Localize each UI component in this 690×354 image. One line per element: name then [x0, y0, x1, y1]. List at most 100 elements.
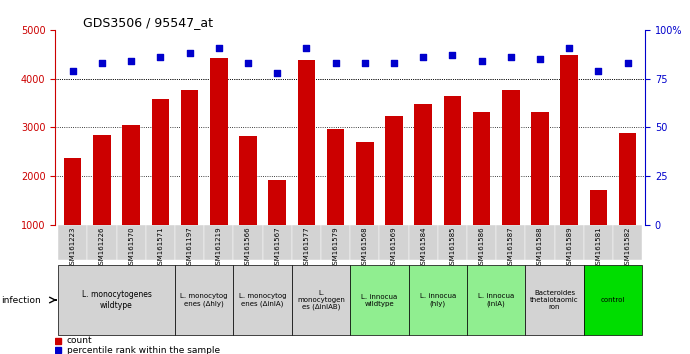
Bar [619, 133, 636, 225]
Text: L. monocytogenes
wildtype: L. monocytogenes wildtype [81, 290, 152, 310]
Bar [233, 265, 292, 335]
Bar [525, 265, 584, 335]
Bar [385, 116, 403, 225]
Point [505, 55, 516, 60]
Bar [321, 225, 350, 260]
Text: Bacteroides
thetaiotaomic
ron: Bacteroides thetaiotaomic ron [531, 290, 579, 310]
Point [593, 68, 604, 74]
Text: GSM161570: GSM161570 [128, 227, 134, 269]
Bar [531, 112, 549, 225]
Bar [88, 225, 117, 260]
Bar [175, 265, 233, 335]
Bar [408, 225, 437, 260]
Text: L. innocua
wildtype: L. innocua wildtype [362, 293, 397, 307]
Point [213, 45, 224, 50]
Text: L. innocua
(hly): L. innocua (hly) [420, 293, 456, 307]
Bar [233, 225, 263, 260]
Bar [292, 265, 351, 335]
Bar [590, 190, 607, 225]
Text: GSM161584: GSM161584 [420, 227, 426, 269]
Bar [268, 179, 286, 225]
Bar [356, 142, 373, 225]
Bar [58, 265, 175, 335]
Text: L. monocytog
enes (ΔinlA): L. monocytog enes (ΔinlA) [239, 293, 286, 307]
Point [359, 60, 371, 66]
Bar [584, 265, 642, 335]
Point [330, 60, 341, 66]
Bar [117, 225, 146, 260]
Point [417, 55, 428, 60]
Text: GSM161577: GSM161577 [304, 227, 309, 269]
Text: control: control [601, 297, 625, 303]
Bar [502, 90, 520, 225]
Text: count: count [67, 336, 92, 345]
Text: GSM161571: GSM161571 [157, 227, 164, 269]
Bar [350, 265, 408, 335]
Text: GSM161579: GSM161579 [333, 227, 339, 269]
Point [301, 45, 312, 50]
Bar [93, 135, 110, 225]
Bar [210, 58, 228, 225]
Text: percentile rank within the sample: percentile rank within the sample [67, 346, 220, 354]
Bar [58, 225, 88, 260]
Bar [408, 265, 467, 335]
Point [564, 45, 575, 50]
Bar [64, 158, 81, 225]
Text: GSM161567: GSM161567 [274, 227, 280, 269]
Bar [175, 225, 204, 260]
Text: GSM161223: GSM161223 [70, 227, 76, 269]
Bar [444, 96, 461, 225]
Text: GSM161219: GSM161219 [216, 227, 221, 269]
Bar [473, 112, 491, 225]
Text: L.
monocytogen
es (ΔinlAB): L. monocytogen es (ΔinlAB) [297, 290, 345, 310]
Point [184, 51, 195, 56]
Bar [584, 225, 613, 260]
Bar [525, 225, 555, 260]
Bar [380, 225, 408, 260]
Text: GSM161587: GSM161587 [508, 227, 514, 269]
Bar [146, 225, 175, 260]
Bar [297, 60, 315, 225]
Text: GSM161569: GSM161569 [391, 227, 397, 269]
Bar [350, 225, 380, 260]
Point [476, 58, 487, 64]
Bar [496, 225, 525, 260]
Bar [292, 225, 321, 260]
Bar [263, 225, 292, 260]
Text: GSM161588: GSM161588 [537, 227, 543, 269]
Text: GSM161581: GSM161581 [595, 227, 602, 269]
Text: GSM161582: GSM161582 [624, 227, 631, 269]
Bar [467, 265, 525, 335]
Point [535, 56, 546, 62]
Bar [560, 55, 578, 225]
Bar [327, 130, 344, 225]
Bar [239, 136, 257, 225]
Point [447, 52, 458, 58]
Bar [415, 104, 432, 225]
Bar [152, 99, 169, 225]
Text: infection: infection [1, 296, 41, 304]
Text: GSM161568: GSM161568 [362, 227, 368, 269]
Text: L. innocua
(inlA): L. innocua (inlA) [478, 293, 514, 307]
Text: GSM161585: GSM161585 [449, 227, 455, 269]
Bar [181, 91, 198, 225]
Point [97, 60, 108, 66]
Bar [122, 126, 140, 225]
Point [272, 70, 283, 76]
Point [155, 55, 166, 60]
Point [67, 68, 78, 74]
Bar [467, 225, 496, 260]
Bar [204, 225, 233, 260]
Point [622, 60, 633, 66]
Text: GSM161566: GSM161566 [245, 227, 251, 269]
Text: GSM161226: GSM161226 [99, 227, 105, 269]
Text: GSM161197: GSM161197 [186, 227, 193, 269]
Text: GSM161589: GSM161589 [566, 227, 572, 269]
Bar [437, 225, 467, 260]
Point [242, 60, 253, 66]
Text: L. monocytog
enes (Δhly): L. monocytog enes (Δhly) [180, 293, 228, 307]
Text: GSM161586: GSM161586 [479, 227, 484, 269]
Text: GDS3506 / 95547_at: GDS3506 / 95547_at [83, 16, 213, 29]
Bar [555, 225, 584, 260]
Point [126, 58, 137, 64]
